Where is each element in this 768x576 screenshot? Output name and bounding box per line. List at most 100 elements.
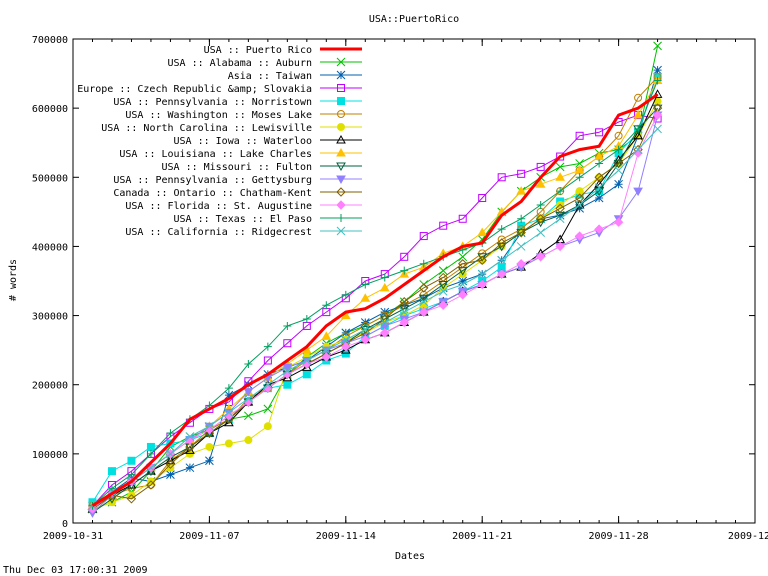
data-point [146, 442, 155, 451]
data-point [165, 459, 176, 469]
data-point [613, 217, 624, 227]
series-line [92, 114, 659, 510]
data-point [185, 463, 195, 473]
data-point [244, 411, 253, 421]
data-point [653, 124, 662, 134]
data-point [244, 394, 253, 403]
data-point [337, 110, 345, 118]
y-tick-label: 100000 [32, 450, 68, 461]
y-tick-label: 400000 [32, 242, 68, 253]
data-point [166, 449, 175, 459]
legend-label: Canada :: Ontario :: Chatham-Kent [113, 188, 312, 199]
data-point [302, 370, 311, 379]
data-point [419, 232, 428, 241]
y-tick-label: 200000 [32, 381, 68, 392]
data-point [594, 172, 604, 182]
data-point [185, 442, 195, 452]
legend-label: USA :: North Carolina :: Lewisville [101, 123, 312, 134]
data-point [337, 97, 345, 105]
data-point [516, 259, 526, 269]
data-point [321, 352, 332, 362]
data-point [438, 272, 448, 283]
data-point [594, 193, 604, 203]
series-0 [91, 93, 659, 507]
data-point [438, 266, 448, 275]
data-point [458, 259, 468, 269]
legend-item: Canada :: Ontario :: Chatham-Kent [113, 187, 362, 199]
data-point [574, 193, 585, 203]
data-point [438, 300, 448, 310]
data-point [146, 449, 155, 458]
data-point [205, 421, 214, 431]
data-point [380, 318, 390, 327]
data-point [477, 227, 488, 237]
data-point [336, 175, 346, 185]
data-point [438, 287, 448, 296]
data-point [574, 231, 585, 241]
data-point [458, 252, 468, 262]
data-point [341, 341, 351, 352]
data-point [477, 279, 487, 290]
data-point [555, 241, 565, 252]
data-point [516, 242, 526, 251]
data-point [633, 145, 643, 154]
y-tick-label: 0 [62, 519, 68, 530]
x-tick-label: 2009-10-31 [43, 531, 103, 542]
data-point [614, 145, 623, 154]
data-point [263, 380, 273, 390]
data-point [336, 200, 346, 210]
series-14 [88, 124, 662, 511]
plot-area [72, 38, 756, 524]
data-point [517, 169, 526, 178]
data-point [575, 173, 584, 182]
legend-item: USA :: Alabama :: Auburn [168, 57, 362, 69]
data-point [516, 227, 526, 238]
data-point [321, 345, 331, 355]
x-tick-label: 2009-11-14 [316, 531, 376, 542]
data-point [653, 41, 662, 51]
data-point [556, 187, 565, 196]
data-point [282, 363, 293, 373]
data-point [477, 269, 487, 279]
data-point [634, 124, 643, 133]
data-point [283, 339, 292, 348]
data-point [575, 200, 584, 210]
data-point [360, 335, 370, 345]
data-point [517, 214, 526, 223]
legend-label: Europe :: Czech Republic &amp; Slovakia [77, 84, 312, 95]
x-tick-label: 2009-11-28 [588, 531, 648, 542]
data-point [224, 390, 234, 400]
data-point [653, 65, 662, 75]
y-axis-label: # words [8, 259, 19, 301]
data-point [439, 221, 448, 230]
legend-item: USA :: North Carolina :: Lewisville [101, 123, 362, 134]
chart-title: USA::PuertoRico [369, 14, 459, 25]
legend-label: USA :: Iowa :: Waterloo [174, 136, 312, 147]
legend-item: USA :: Missouri :: Fulton [161, 162, 362, 173]
data-point [478, 194, 487, 203]
data-point [263, 356, 272, 365]
data-point [516, 186, 527, 195]
data-point [224, 417, 234, 427]
data-point [224, 439, 233, 448]
data-point [336, 162, 346, 172]
data-point [535, 179, 546, 188]
data-point [205, 442, 214, 451]
data-point [497, 173, 506, 182]
data-point [243, 388, 254, 397]
data-point [399, 317, 409, 328]
data-point [477, 253, 488, 262]
data-point [336, 57, 346, 67]
data-point [535, 214, 546, 224]
data-point [204, 428, 215, 438]
data-point [652, 110, 663, 120]
legend-label: USA :: Washington :: Moses Lake [125, 110, 312, 121]
axes: 0 100000 200000 300000 400000 500000 600000 700… [32, 35, 768, 542]
data-point [336, 70, 346, 80]
data-point [302, 315, 311, 324]
legend-label: Asia :: Taiwan [228, 71, 312, 82]
data-point [536, 162, 545, 171]
data-point [497, 225, 506, 234]
data-point [185, 432, 195, 441]
